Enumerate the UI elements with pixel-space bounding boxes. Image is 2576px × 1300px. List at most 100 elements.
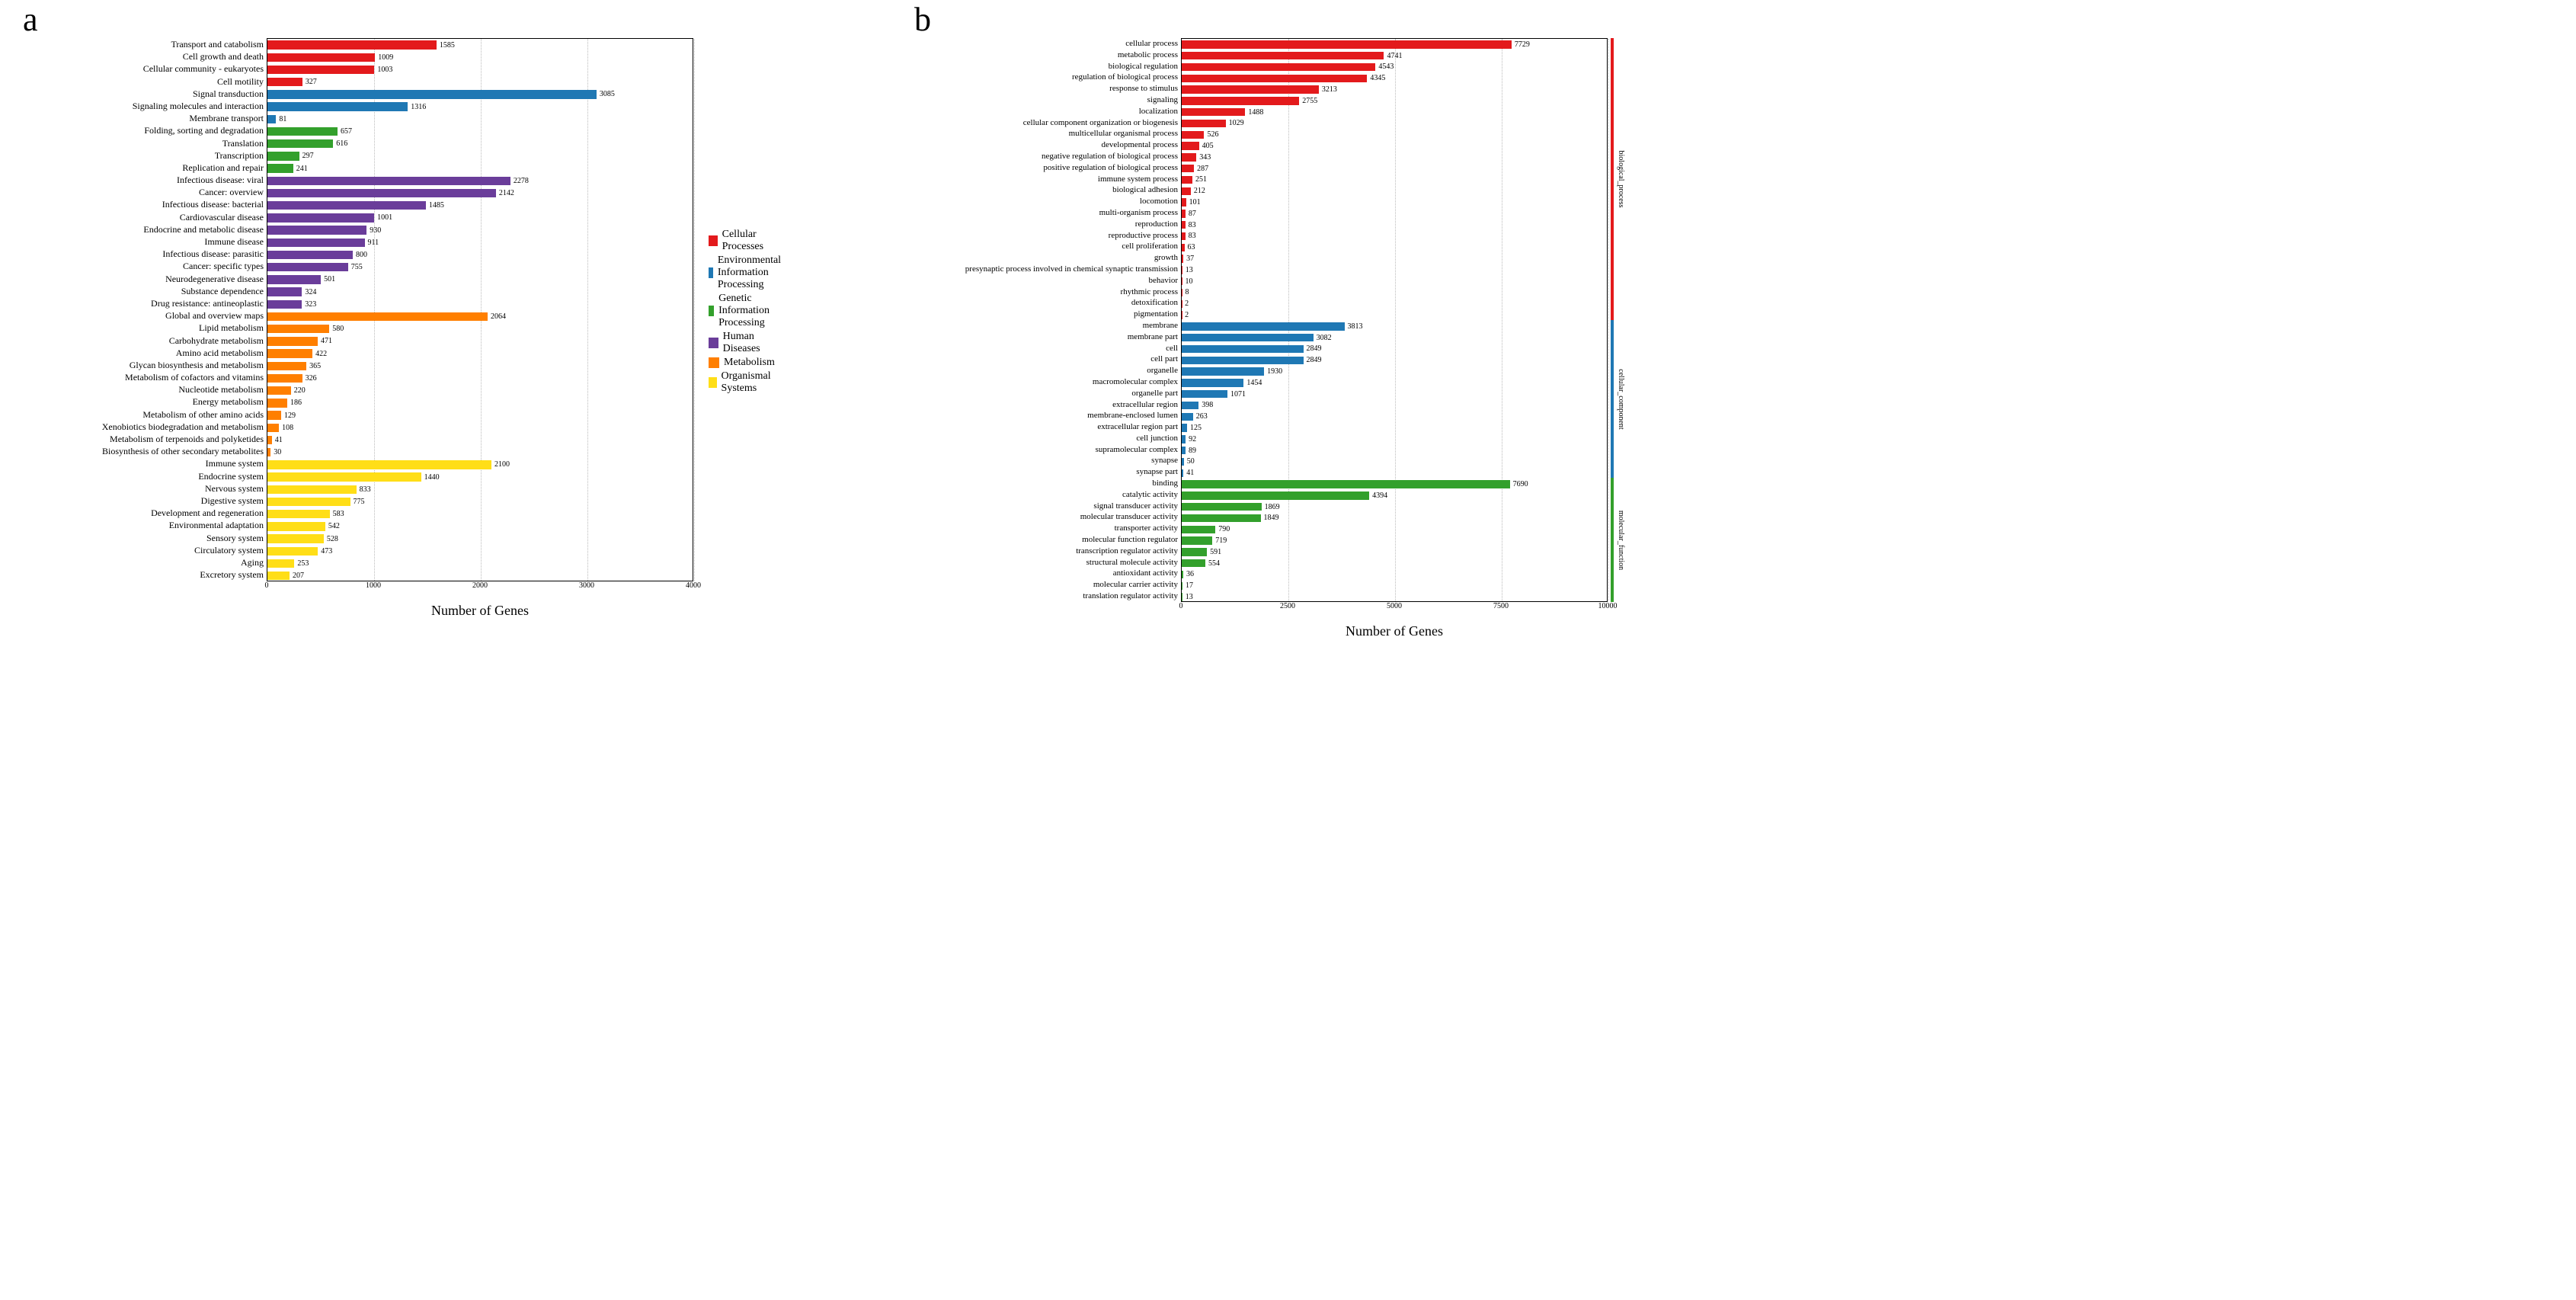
bar-value: 473 [321,547,332,556]
panel-a-chartcol: 1585100910033273085131681657616297241227… [267,38,693,619]
bar-row: 87 [1182,208,1607,219]
bar-row: 911 [267,236,693,248]
bar-category-label: synapse part [937,466,1181,478]
bar-category-label: Neurodegenerative disease [46,273,267,285]
bar-row: 1930 [1182,366,1607,377]
legend-label: Human Diseases [723,331,788,355]
bar [267,460,491,469]
bar-category-label: behavior [937,275,1181,287]
bar [267,127,338,136]
bar-value: 101 [1189,198,1201,207]
bar-value: 89 [1189,447,1196,455]
x-tick: 1000 [366,581,381,590]
bar-value: 1485 [429,201,444,210]
bar-value: 4345 [1370,74,1385,82]
bar-row: 207 [267,570,693,582]
bar-value: 2755 [1302,97,1317,105]
bar [1182,345,1304,353]
bar-category-label: Excretory system [46,568,267,581]
bar-category-label: Cancer: specific types [46,260,267,272]
bar [1182,187,1191,195]
bar [267,472,421,481]
bar [1182,413,1193,421]
bar-row: 1454 [1182,377,1607,389]
bar-row: 41 [1182,467,1607,479]
bar-value: 583 [333,510,344,518]
bar-value: 2 [1185,299,1189,308]
bar-row: 1316 [267,101,693,113]
bar-value: 186 [290,399,302,407]
bar-row: 1009 [267,51,693,63]
bar-row: 580 [267,323,693,335]
bar-category-label: organelle [937,365,1181,376]
bar-category-label: Membrane transport [46,112,267,124]
bar-value: 1585 [440,41,455,50]
bar-category-label: membrane part [937,331,1181,343]
bar-category-label: cellular process [937,38,1181,50]
bar-category-label: Sensory system [46,532,267,544]
bar-value: 17 [1186,581,1193,590]
bar [267,287,302,296]
bar-value: 1003 [377,66,392,74]
bar-value: 125 [1190,424,1202,432]
bar [1182,52,1384,59]
bar-category-label: Cell motility [46,75,267,88]
bar-row: 125 [1182,422,1607,434]
bar-category-label: Signal transduction [46,88,267,100]
bar [267,152,299,160]
bar-row: 833 [267,483,693,495]
bar-value: 1009 [378,53,393,62]
bar-value: 13 [1186,266,1193,274]
bar-row: 2849 [1182,344,1607,355]
bar-value: 833 [360,485,371,494]
bar-value: 212 [1194,187,1205,195]
panel-b-xlabel: Number of Genes [1181,623,1608,639]
bar [267,189,496,197]
bar-row: 398 [1182,400,1607,411]
bar-category-label: reproduction [937,219,1181,230]
bar-value: 323 [305,300,316,309]
bar [1182,435,1186,443]
bar [1182,480,1510,488]
bar-value: 207 [293,572,304,580]
bar-category-label: Lipid metabolism [46,322,267,334]
x-tick: 0 [265,581,269,590]
bar-row: 930 [267,224,693,236]
bar-value: 253 [297,559,309,568]
bar [267,213,374,222]
bar-row: 2100 [267,459,693,471]
bar-value: 83 [1189,232,1196,240]
bar-category-label: Signaling molecules and interaction [46,100,267,112]
bar-row: 297 [267,150,693,162]
bar-value: 398 [1202,401,1213,409]
bar-value: 1454 [1246,379,1262,387]
bar [1182,379,1243,386]
bar-value: 10 [1186,277,1193,286]
bar-value: 287 [1197,165,1208,173]
bar-category-label: response to stimulus [937,83,1181,94]
bar [267,312,488,321]
bar [1182,548,1207,556]
bar-category-label: regulation of biological process [937,72,1181,83]
bar-category-label: immune system process [937,174,1181,185]
bar-row: 542 [267,520,693,533]
x-tick: 5000 [1387,602,1402,610]
bar-row: 41 [267,434,693,446]
bar-value: 1029 [1229,119,1244,127]
bar-category-label: Cardiovascular disease [46,211,267,223]
bar-row: 83 [1182,231,1607,242]
bar [1182,176,1192,184]
bar-value: 63 [1188,243,1195,251]
bar [1182,153,1196,161]
bar [1182,367,1264,375]
bar-category-label: extracellular region [937,399,1181,411]
bar-category-label: Biosynthesis of other secondary metaboli… [46,445,267,457]
bar-row: 1488 [1182,107,1607,118]
bar [267,337,318,345]
bar [267,448,270,456]
bar-value: 81 [279,115,286,123]
bar-category-label: signaling [937,94,1181,106]
bar-value: 2142 [499,189,514,197]
bar-value: 405 [1202,142,1214,150]
bar-value: 241 [296,165,308,173]
